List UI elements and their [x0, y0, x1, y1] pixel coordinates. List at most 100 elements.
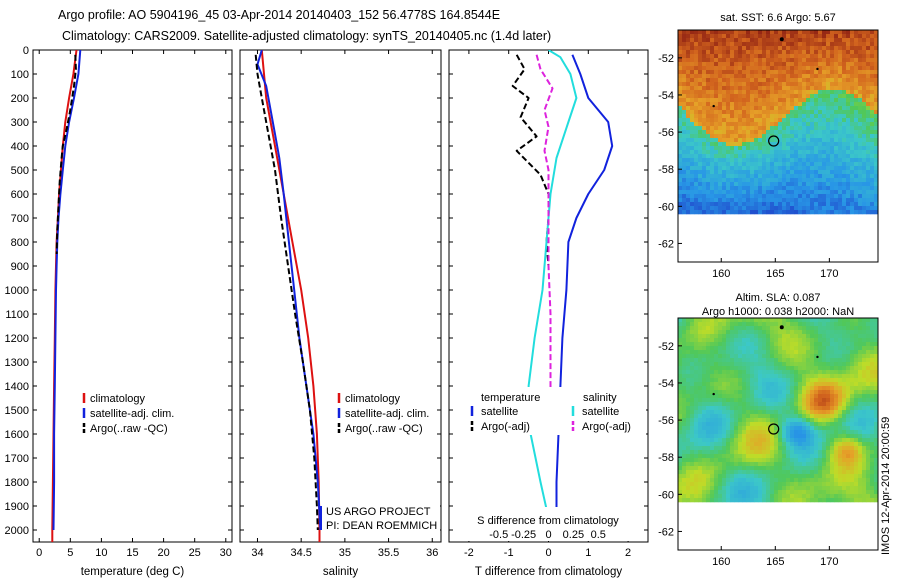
map-cell	[798, 478, 803, 483]
map-cell	[806, 438, 811, 443]
map-cell	[846, 58, 851, 63]
map-cell	[854, 450, 859, 455]
map-cell	[698, 54, 703, 59]
map-cell	[822, 466, 827, 471]
map-cell	[778, 418, 783, 423]
map-cell	[726, 386, 731, 391]
map-cell	[682, 210, 687, 215]
map-cell	[850, 90, 855, 95]
map-cell	[810, 402, 815, 407]
map-cell	[774, 94, 779, 99]
map-cell	[866, 394, 871, 399]
map-cell	[798, 50, 803, 55]
map-cell	[746, 110, 751, 115]
map-cell	[794, 126, 799, 131]
map-cell	[750, 126, 755, 131]
map-cell	[834, 426, 839, 431]
map-cell	[714, 346, 719, 351]
map-cell	[682, 34, 687, 39]
map-cell	[694, 146, 699, 151]
map-cell	[818, 498, 823, 503]
map-cell	[694, 386, 699, 391]
map-cell	[758, 94, 763, 99]
map-cell	[870, 434, 875, 439]
map-cell	[734, 186, 739, 191]
map-cell	[750, 330, 755, 335]
map-cell	[690, 174, 695, 179]
map-cell	[706, 166, 711, 171]
map-cell	[750, 438, 755, 443]
map-cell	[718, 450, 723, 455]
map-cell	[810, 170, 815, 175]
map-cell	[830, 206, 835, 211]
map-cell	[770, 334, 775, 339]
map-cell	[766, 354, 771, 359]
map-cell	[758, 374, 763, 379]
map-cell	[686, 154, 691, 159]
map-cell	[690, 162, 695, 167]
map-cell	[866, 134, 871, 139]
map-cell	[702, 178, 707, 183]
series-line	[52, 50, 82, 531]
map-cell	[854, 74, 859, 79]
map-cell	[714, 106, 719, 111]
map-cell	[782, 126, 787, 131]
map-cell	[762, 150, 767, 155]
map-cell	[862, 442, 867, 447]
map-cell	[874, 338, 879, 343]
map-cell	[710, 370, 715, 375]
map-cell	[806, 126, 811, 131]
map-cell	[814, 450, 819, 455]
map-cell	[710, 50, 715, 55]
map-cell	[870, 486, 875, 491]
map-cell	[826, 366, 831, 371]
map-cell	[874, 490, 879, 495]
map-cell	[858, 366, 863, 371]
map-cell	[702, 146, 707, 151]
map-cell	[698, 322, 703, 327]
map-cell	[758, 134, 763, 139]
map-cell	[862, 114, 867, 119]
map-cell	[702, 458, 707, 463]
map-cell	[698, 34, 703, 39]
map-cell	[846, 326, 851, 331]
map-cell	[858, 482, 863, 487]
map-cell	[706, 162, 711, 167]
map-cell	[830, 138, 835, 143]
map-cell	[830, 430, 835, 435]
map-cell	[790, 342, 795, 347]
map-cell	[782, 110, 787, 115]
map-cell	[682, 354, 687, 359]
map-cell	[774, 330, 779, 335]
map-cell	[678, 342, 683, 347]
map-cell	[862, 358, 867, 363]
map-cell	[718, 178, 723, 183]
map-cell	[750, 474, 755, 479]
map-cell	[850, 326, 855, 331]
map-cell	[734, 370, 739, 375]
map-cell	[786, 474, 791, 479]
map-cell	[730, 342, 735, 347]
map-cell	[762, 414, 767, 419]
map-cell	[810, 66, 815, 71]
map-cell	[774, 86, 779, 91]
map-cell	[766, 94, 771, 99]
map-cell	[854, 146, 859, 151]
map-cell	[694, 426, 699, 431]
map-cell	[866, 38, 871, 43]
map-cell	[786, 486, 791, 491]
map-cell	[754, 146, 759, 151]
map-cell	[818, 362, 823, 367]
map-cell	[698, 78, 703, 83]
map-cell	[802, 342, 807, 347]
map-cell	[738, 158, 743, 163]
map-cell	[774, 210, 779, 215]
map-cell	[722, 38, 727, 43]
map-cell	[794, 110, 799, 115]
map-cell	[834, 330, 839, 335]
map-cell	[754, 346, 759, 351]
map-cell	[842, 138, 847, 143]
map-cell	[698, 186, 703, 191]
map-cell	[738, 166, 743, 171]
map-cell	[698, 102, 703, 107]
